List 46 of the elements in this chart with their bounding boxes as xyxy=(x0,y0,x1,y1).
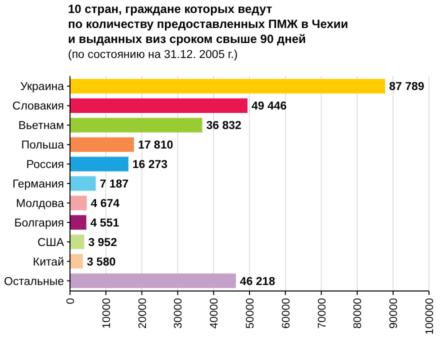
y-tick-label: Молдова xyxy=(16,198,65,210)
y-tick-label: Украина xyxy=(20,81,65,94)
data-label: 4 674 xyxy=(90,198,120,210)
x-tick-label: 0 xyxy=(65,298,77,304)
bar xyxy=(70,254,83,269)
x-tick-label: 60000 xyxy=(280,298,292,329)
data-label: 36 832 xyxy=(206,120,242,132)
bar xyxy=(70,78,386,94)
x-tick-label: 40000 xyxy=(208,298,221,329)
y-tick-label: Китай xyxy=(32,256,64,268)
bar xyxy=(70,176,96,191)
x-tick-label: 20000 xyxy=(136,298,149,329)
data-label: 7 187 xyxy=(100,178,129,190)
data-label: 49 446 xyxy=(252,100,287,113)
data-label: 3 580 xyxy=(86,256,116,268)
bar xyxy=(70,98,248,113)
x-tick-label: 70000 xyxy=(316,298,328,329)
chart-title: 10 стран, граждане которых ведут по количеству предоставленных ПМЖ в Чехии и выданных виз сроком свыше 90 дней xyxy=(68,2,348,46)
data-label: 46 218 xyxy=(240,276,276,288)
bar xyxy=(70,215,86,230)
x-tick-label: 10000 xyxy=(100,298,113,329)
y-tick-label: Вьетнам xyxy=(18,120,64,132)
y-tick-label: Польша xyxy=(21,140,65,152)
bar xyxy=(70,273,236,288)
y-tick-label: Россия xyxy=(26,159,64,172)
data-label: 16 273 xyxy=(132,159,168,172)
x-tick-label: 30000 xyxy=(172,298,185,329)
data-label: 17 810 xyxy=(138,140,174,152)
bar xyxy=(70,118,202,132)
data-label: 87 789 xyxy=(389,81,424,94)
data-label: 3 952 xyxy=(88,236,117,249)
data-label: 4 551 xyxy=(90,217,120,230)
y-tick-label: Остальные xyxy=(4,276,64,288)
y-tick-label: Германия xyxy=(12,178,64,190)
x-tick-label: 100000 xyxy=(424,298,436,335)
bar xyxy=(70,234,84,250)
bar xyxy=(70,156,128,172)
y-tick-label: США xyxy=(37,236,64,249)
x-tick-label: 90000 xyxy=(388,298,400,329)
y-tick-label: Словакия xyxy=(12,100,64,113)
chart-subtitle: (по состоянию на 31.12. 2005 г.) xyxy=(68,49,238,61)
x-tick-label: 50000 xyxy=(244,298,256,329)
y-tick-label: Болгария xyxy=(14,217,64,230)
x-tick-label: 80000 xyxy=(352,298,364,329)
bar xyxy=(70,137,134,152)
bar xyxy=(70,196,87,210)
